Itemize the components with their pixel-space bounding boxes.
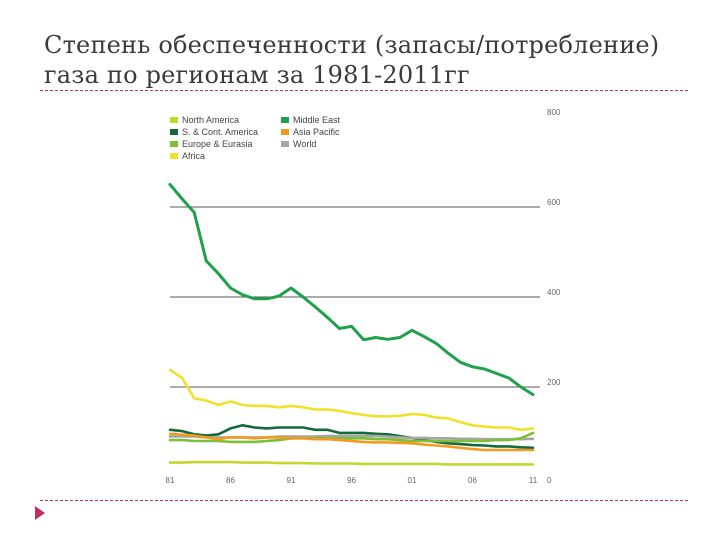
chart-grid xyxy=(170,206,540,388)
legend-swatch xyxy=(170,141,178,147)
x-axis: 81 86 91 96 01 06 11 xyxy=(166,476,538,485)
x-tick-label: 11 xyxy=(529,476,538,485)
title-divider xyxy=(40,90,688,91)
legend-swatch xyxy=(281,129,289,135)
series-line-s-cont-america xyxy=(168,423,535,450)
legend-swatch xyxy=(281,117,289,123)
y-tick-label: 800 xyxy=(547,108,561,117)
y-tick-label: 200 xyxy=(547,378,561,387)
series-line-europe-eurasia xyxy=(168,431,535,444)
y-tick-label: 0 xyxy=(547,476,552,485)
chart-legend: North America S. & Cont. America Europe & … xyxy=(170,115,341,161)
series-line-africa xyxy=(168,368,535,432)
legend-label: Africa xyxy=(182,151,205,161)
y-axis: 800 600 400 200 0 xyxy=(547,108,561,485)
y-tick-label: 400 xyxy=(547,288,561,297)
series-line-middle-east xyxy=(168,183,535,397)
legend-swatch xyxy=(281,141,289,147)
slide-arrow-icon xyxy=(35,506,45,520)
slide-title-line-2: газа по регионам за 1981-2011гг xyxy=(44,61,470,89)
legend-label: Middle East xyxy=(293,115,341,125)
series-line-asia-pacific xyxy=(168,432,535,452)
legend-label: Europe & Eurasia xyxy=(182,139,253,149)
x-tick-label: 86 xyxy=(226,476,235,485)
x-tick-label: 01 xyxy=(408,476,417,485)
x-tick-label: 96 xyxy=(347,476,356,485)
slide-title: Степень обеспеченности (запасы/потреблен… xyxy=(44,30,704,90)
legend-swatch xyxy=(170,153,178,159)
legend-label: Asia Pacific xyxy=(293,127,340,137)
chart-series xyxy=(168,183,535,466)
x-tick-label: 06 xyxy=(468,476,477,485)
y-tick-label: 600 xyxy=(547,198,561,207)
footer-divider xyxy=(40,500,688,501)
legend-label: S. & Cont. America xyxy=(182,127,258,137)
legend-swatch xyxy=(170,129,178,135)
x-tick-label: 81 xyxy=(166,476,175,485)
x-tick-label: 91 xyxy=(287,476,296,485)
slide-title-line-1: Степень обеспеченности (запасы/потреблен… xyxy=(44,31,660,59)
legend-swatch xyxy=(170,117,178,123)
legend-label: World xyxy=(293,139,316,149)
series-line-north-america xyxy=(168,460,535,466)
legend-label: North America xyxy=(182,115,239,125)
